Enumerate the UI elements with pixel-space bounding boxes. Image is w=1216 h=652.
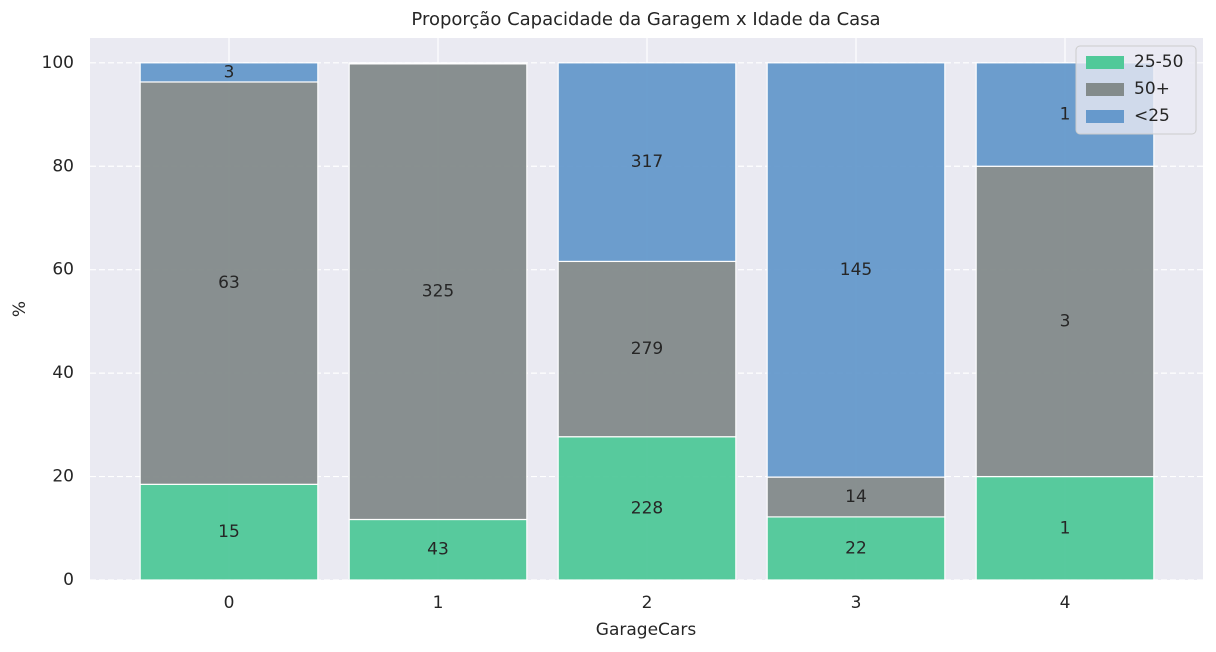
x-tick-label: 4 [1060,593,1071,613]
y-tick-label: 100 [42,53,74,73]
y-tick-label: 20 [52,467,74,487]
count-label: 279 [631,339,663,359]
count-label: 15 [218,522,240,542]
legend-label: 50+ [1134,79,1170,99]
y-axis-title: % [10,301,30,317]
x-axis-title: GarageCars [596,620,697,640]
bar-segment [766,62,946,478]
bar-segment [557,62,737,263]
legend-label: <25 [1134,106,1170,126]
chart-title: Proporção Capacidade da Garagem x Idade … [411,9,880,30]
bar-segment [348,518,528,581]
count-label: 145 [840,260,872,280]
bar-segment [766,476,946,518]
bar-segment [557,260,737,438]
count-label: 325 [422,282,454,302]
y-tick-label: 40 [52,363,74,383]
count-label: 317 [631,152,663,172]
y-tick-label: 0 [63,570,74,590]
count-label: 22 [845,538,867,558]
x-tick-label: 1 [433,593,444,613]
count-label: 43 [427,540,449,560]
count-label: 63 [218,273,240,293]
bar-segment [557,436,737,581]
count-label: 1 [1060,518,1071,538]
bar-segment [348,62,528,65]
bar-segment [348,63,528,521]
bar-segment [139,62,319,83]
bar-segment [975,165,1155,478]
x-tick-label: 2 [642,593,653,613]
bar-segment [766,516,946,581]
count-label: 228 [631,498,663,518]
y-tick-label: 60 [52,260,74,280]
legend-swatch [1086,56,1124,69]
count-label: 3 [1060,311,1071,331]
legend-label: 25-50 [1134,52,1183,72]
legend-swatch [1086,110,1124,123]
y-tick-label: 80 [52,156,74,176]
count-label: 3 [224,62,235,82]
x-tick-label: 0 [224,593,235,613]
x-tick-label: 3 [851,593,862,613]
count-label: 1 [1060,105,1071,125]
legend-swatch [1086,83,1124,96]
bar-segment [139,483,319,581]
bar-segment [975,475,1155,581]
count-label: 14 [845,487,867,507]
bar-segment [139,81,319,485]
